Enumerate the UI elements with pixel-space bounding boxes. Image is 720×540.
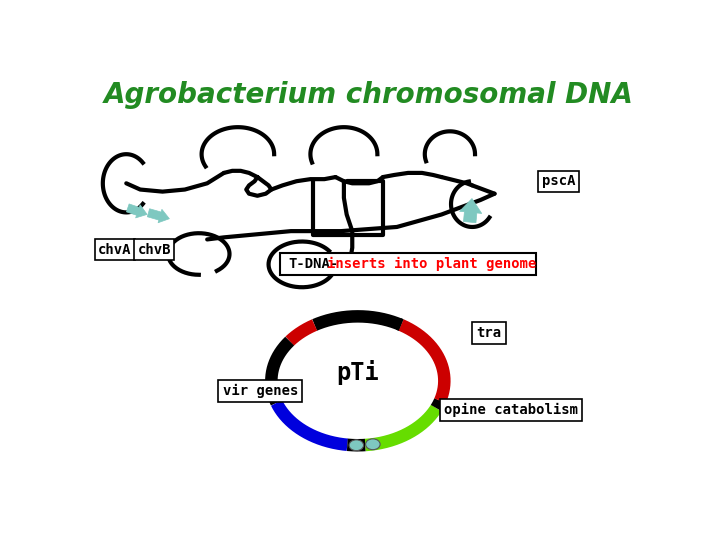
Circle shape: [366, 439, 380, 450]
Text: Agrobacterium chromosomal DNA: Agrobacterium chromosomal DNA: [104, 82, 634, 110]
Text: vir genes: vir genes: [222, 384, 298, 399]
Text: T-DNA-: T-DNA-: [288, 257, 338, 271]
Text: pscA: pscA: [542, 174, 575, 188]
Text: inserts into plant genome: inserts into plant genome: [327, 257, 536, 271]
Text: tra: tra: [477, 326, 502, 340]
Text: chvB: chvB: [138, 243, 171, 257]
Text: pTi: pTi: [336, 360, 379, 385]
Text: chvA: chvA: [99, 243, 132, 257]
FancyBboxPatch shape: [280, 253, 536, 275]
Text: opine catabolism: opine catabolism: [444, 403, 578, 417]
Circle shape: [349, 440, 364, 451]
